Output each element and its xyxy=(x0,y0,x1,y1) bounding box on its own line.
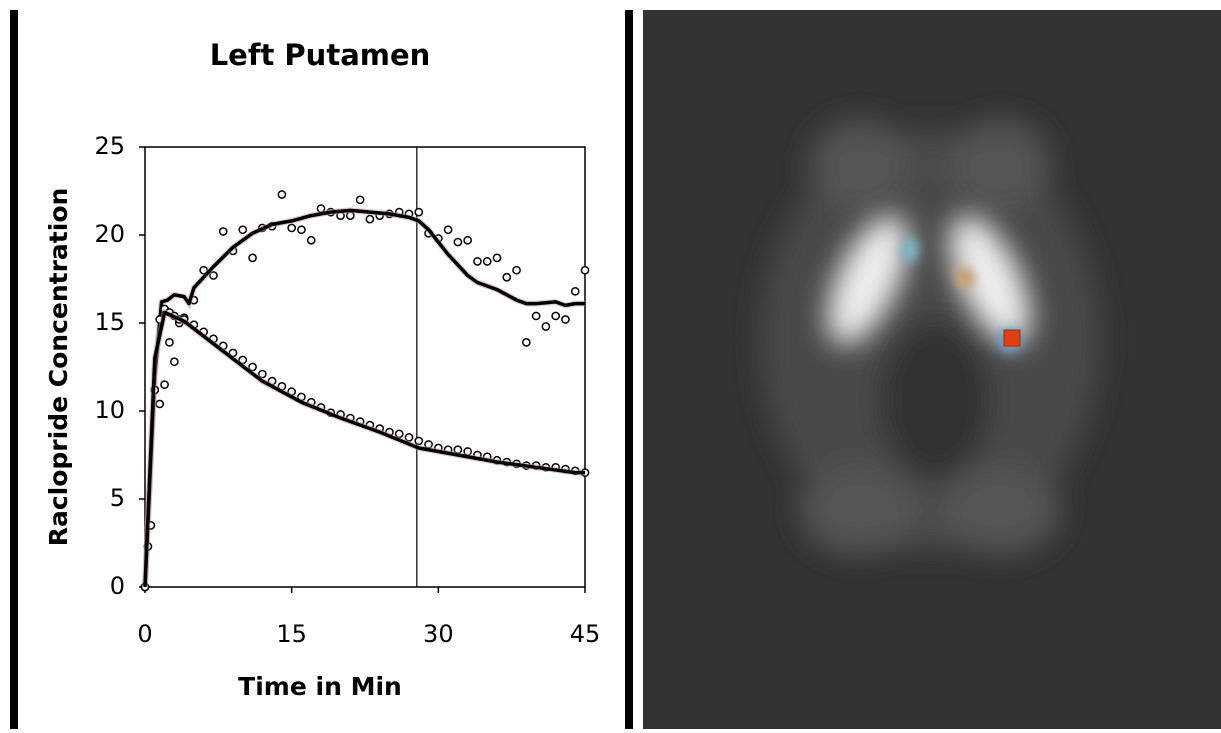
y-tick-label: 15 xyxy=(94,308,125,336)
data-point xyxy=(531,311,541,321)
x-axis-label: Time in Min xyxy=(238,672,402,701)
x-tick-label: 30 xyxy=(423,620,454,648)
y-axis-label: Raclopride Concentration xyxy=(44,188,73,547)
data-point xyxy=(414,207,424,217)
data-point xyxy=(355,195,365,205)
plot-frame xyxy=(144,146,586,588)
data-point xyxy=(463,235,473,245)
data-point xyxy=(492,253,502,263)
data-point xyxy=(502,272,512,282)
data-point xyxy=(277,190,287,199)
data-point xyxy=(297,225,306,235)
data-point xyxy=(414,436,424,446)
data-point xyxy=(209,271,218,280)
data-point xyxy=(165,338,174,347)
data-point xyxy=(155,399,165,409)
striatum xyxy=(827,215,1031,345)
brain-image xyxy=(643,10,1221,729)
data-point xyxy=(521,338,531,347)
data-point xyxy=(541,322,551,331)
roi-marker xyxy=(1003,329,1021,347)
left-border xyxy=(10,10,18,729)
data-point xyxy=(287,223,297,233)
data-point xyxy=(512,265,521,275)
fit-line-shadow xyxy=(142,308,585,588)
data-point xyxy=(580,265,590,275)
chart-title: Left Putamen xyxy=(210,38,431,72)
fit-line xyxy=(143,310,585,588)
data-point xyxy=(238,225,248,235)
data-point xyxy=(306,235,316,245)
fit-line xyxy=(143,208,585,588)
data-point xyxy=(160,380,169,389)
y-tick-label: 20 xyxy=(94,220,125,248)
right-border xyxy=(625,10,633,729)
y-tick-label: 10 xyxy=(94,396,125,424)
data-point xyxy=(365,214,375,224)
data-point xyxy=(551,311,561,321)
data-point xyxy=(218,227,228,236)
y-tick-label: 0 xyxy=(110,572,125,600)
y-tick-label: 25 xyxy=(94,132,125,160)
x-tick-label: 15 xyxy=(276,620,307,648)
y-tick-label: 5 xyxy=(110,484,125,512)
data-point xyxy=(453,237,463,247)
data-point xyxy=(248,253,257,263)
brain-shape xyxy=(760,120,1100,555)
data-point xyxy=(443,225,453,235)
data-point xyxy=(473,257,482,266)
data-point xyxy=(169,357,179,367)
x-tick-label: 45 xyxy=(570,620,601,648)
x-tick-label: 0 xyxy=(137,620,152,648)
data-point xyxy=(482,257,492,266)
data-point xyxy=(561,315,570,324)
data-point xyxy=(570,286,580,296)
